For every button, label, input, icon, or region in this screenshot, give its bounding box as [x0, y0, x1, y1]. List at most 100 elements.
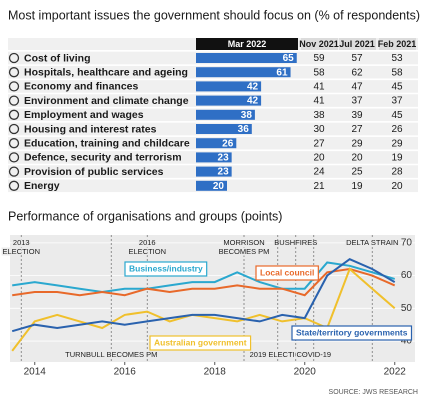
- value-label: 61: [276, 67, 288, 78]
- row-icon: [8, 95, 20, 106]
- table-value: 58: [391, 67, 403, 78]
- column-header: Feb 2021: [378, 39, 417, 49]
- category-label: Education, training and childcare: [24, 137, 190, 149]
- row-icon: [8, 166, 20, 177]
- table-value: 37: [351, 96, 363, 107]
- table-value: 26: [391, 124, 403, 135]
- table-value: 59: [313, 53, 325, 64]
- value-label: 65: [283, 53, 295, 64]
- bar: [196, 152, 232, 163]
- value-label: 23: [218, 167, 230, 178]
- event-label: BECOMES PM: [219, 247, 270, 256]
- row-icon: [8, 67, 20, 78]
- column-header: Jul 2021: [339, 39, 375, 49]
- series-label: Business/industry: [129, 263, 203, 273]
- bar: [196, 67, 291, 78]
- row-icon: [8, 123, 20, 135]
- event-label: 2016: [139, 238, 156, 247]
- event-label: DELTA STRAIN: [346, 238, 398, 247]
- column-header: Mar 2022: [228, 39, 267, 49]
- table-value: 19: [351, 181, 363, 192]
- table-value: 21: [313, 181, 325, 192]
- event-label: TURNBULL BECOMES PM: [65, 350, 157, 359]
- category-label: Cost of living: [24, 52, 91, 64]
- table-value: 38: [313, 110, 325, 121]
- table-value: 39: [351, 110, 363, 121]
- label-box: [291, 325, 413, 341]
- row-icon: [8, 138, 20, 149]
- y-tick-label: 40: [401, 336, 413, 347]
- header-cell: [301, 38, 338, 50]
- event-label: ELECTION: [2, 247, 40, 256]
- table-value: 20: [313, 153, 325, 164]
- x-tick-label: 2022: [384, 367, 407, 378]
- category-label: Employment and wages: [24, 109, 144, 121]
- series-label: Australian government: [154, 337, 247, 347]
- table-value: 45: [391, 82, 403, 93]
- event-label: MORRISON: [223, 238, 264, 247]
- bar: [196, 180, 227, 191]
- event-label: 2019 ELECTION: [250, 350, 306, 359]
- table-value: 24: [313, 167, 325, 178]
- value-label: 36: [238, 124, 250, 135]
- bar: [196, 166, 232, 177]
- table-value: 20: [351, 153, 363, 164]
- header-cell: [379, 38, 416, 50]
- row-icon: [8, 81, 20, 92]
- series-line: [11, 267, 396, 352]
- bar: [196, 109, 255, 120]
- header-cell: [339, 38, 376, 50]
- x-tick-label: 2014: [24, 367, 47, 378]
- value-label: 23: [218, 153, 230, 164]
- table-value: 62: [351, 67, 363, 78]
- table-value: 28: [391, 167, 403, 178]
- bar: [196, 124, 252, 134]
- row-icon: [8, 152, 20, 163]
- table-value: 45: [391, 110, 403, 121]
- value-label: 26: [222, 138, 234, 149]
- source: SOURCE: JWS RESEARCH: [329, 389, 418, 396]
- category-label: Defence, security and terrorism: [24, 152, 182, 164]
- row-icon: [8, 180, 20, 191]
- y-tick-label: 60: [401, 270, 413, 281]
- column-header: Nov 2021: [299, 39, 339, 49]
- table-value: 53: [391, 53, 403, 64]
- table-value: 47: [351, 82, 363, 93]
- table-value: 37: [391, 96, 403, 107]
- table-value: 29: [391, 138, 403, 149]
- table-value: 41: [313, 96, 325, 107]
- category-label: Housing and interest rates: [24, 123, 157, 135]
- category-label: Environment and climate change: [24, 95, 189, 107]
- chart-title: Most important issues the government sho…: [8, 8, 420, 22]
- chart-title: Performance of organisations and groups …: [8, 209, 282, 223]
- event-label: 2013: [13, 238, 30, 247]
- y-tick-label: 50: [401, 303, 413, 314]
- label-box: [149, 335, 252, 351]
- table-value: 27: [351, 124, 363, 135]
- table-value: 27: [313, 138, 325, 149]
- label-box: [124, 261, 208, 277]
- series-line: [11, 258, 396, 333]
- value-label: 42: [247, 82, 259, 93]
- table-value: 58: [313, 67, 325, 78]
- category-label: Energy: [24, 180, 60, 192]
- table-value: 57: [351, 53, 363, 64]
- category-label: Hospitals, healthcare and ageing: [24, 66, 188, 78]
- event-label: COVID-19: [296, 350, 331, 359]
- value-label: 42: [247, 96, 259, 107]
- value-label: 20: [213, 181, 225, 192]
- category-label: Provision of public services: [24, 166, 164, 178]
- row-icon: [8, 109, 20, 120]
- header-cell: [196, 38, 298, 50]
- table-value: 29: [351, 138, 363, 149]
- table-value: 30: [313, 124, 325, 135]
- x-tick-label: 2018: [204, 367, 227, 378]
- x-tick-label: 2020: [294, 367, 317, 378]
- table-value: 25: [351, 167, 363, 178]
- x-tick-label: 2016: [114, 367, 137, 378]
- series-label: State/territory governments: [296, 327, 408, 337]
- event-label: BUSHFIRES: [274, 238, 317, 247]
- table-value: 41: [313, 82, 325, 93]
- label-box: [255, 265, 319, 281]
- bar: [196, 53, 297, 63]
